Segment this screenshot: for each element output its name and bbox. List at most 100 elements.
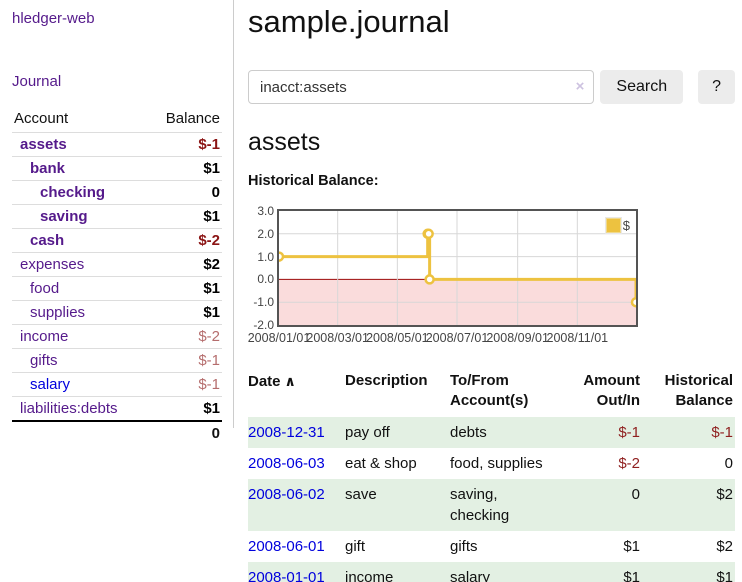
main-content: sample.journal × Search ? assets Histori… [233, 0, 742, 582]
sidebar-account-link-liabilities-debts[interactable]: liabilities:debts [20, 400, 118, 417]
transaction-accounts: salary [450, 562, 562, 582]
y-axis-tick-label: 2.0 [257, 226, 274, 241]
sort-ascending-icon: ∧ [284, 373, 296, 389]
account-row: supplies $1 [12, 300, 222, 325]
sidebar-account-link-expenses[interactable]: expenses [20, 256, 85, 273]
sidebar-account-link-cash[interactable]: cash [30, 232, 65, 249]
register-header-balance: Historical Balance [664, 372, 733, 409]
account-balance: $-1 [147, 132, 222, 157]
register-row: 2008-01-01 income salary $1 $1 [248, 562, 735, 582]
page-title: sample.journal [248, 4, 450, 39]
register-row: 2008-12-31 pay off debts $-1 $-1 [248, 417, 735, 448]
accounts-table-body: assets $-1 bank $1 checking 0 saving $1 cash $-2 e… [12, 132, 222, 422]
transaction-amount: 0 [562, 479, 642, 531]
chart-label: Historical Balance: [248, 173, 379, 189]
account-balance: $1 [147, 276, 222, 301]
x-axis-tick-label: 2008/01/01 [247, 331, 311, 345]
account-balance: $1 [147, 300, 222, 325]
register-header-description: Description [345, 372, 428, 389]
register-header-amount: Amount Out/In [583, 372, 640, 409]
account-balance: $1 [147, 156, 222, 181]
transaction-description: eat & shop [345, 455, 417, 472]
account-row: bank $1 [12, 156, 222, 181]
transaction-date-link[interactable]: 2008-06-03 [248, 455, 325, 472]
transaction-date-cell: 2008-06-01 [248, 531, 345, 562]
accounts-table: Account Balance assets $-1 bank $1 checking 0… [12, 107, 222, 445]
help-button[interactable]: ? [698, 70, 735, 104]
account-row: income $-2 [12, 324, 222, 349]
register-table-body: 2008-12-31 pay off debts $-1 $-1 2008-06-03 ea… [248, 417, 735, 582]
account-title: assets [248, 128, 321, 156]
x-axis-tick-label: 2008/05/01 [366, 331, 429, 345]
transaction-date-cell: 2008-06-03 [248, 448, 345, 479]
transaction-balance: $2 [716, 538, 733, 555]
transaction-date-link[interactable]: 2008-06-02 [248, 486, 325, 503]
account-balance: $-1 [147, 348, 222, 373]
y-axis-tick-label: 1.0 [257, 249, 274, 264]
transaction-date-cell: 2008-01-01 [248, 562, 345, 582]
transaction-balance: 0 [724, 455, 733, 472]
legend-label: $ [622, 218, 630, 233]
x-axis-tick-label: 2008/11/01 [546, 331, 609, 345]
accounts-header-balance: Balance [147, 107, 222, 133]
account-balance: $-1 [147, 372, 222, 397]
register-header-accounts: To/From Account(s) [450, 372, 529, 409]
account-balance: $-2 [147, 228, 222, 253]
chart-legend: $ [604, 217, 630, 234]
sidebar-account-link-saving[interactable]: saving [40, 208, 88, 225]
sidebar-item-journal[interactable]: Journal [12, 73, 62, 90]
register-row: 2008-06-02 save saving, checking 0 $2 [248, 479, 735, 531]
x-axis-tick-label: 2008/07/01 [425, 331, 489, 345]
account-row: saving $1 [12, 204, 222, 229]
sidebar-account-link-checking[interactable]: checking [40, 184, 106, 201]
y-axis-tick-label: 0.0 [257, 272, 274, 287]
sidebar-account-link-supplies[interactable]: supplies [30, 304, 86, 321]
account-row: checking 0 [12, 180, 222, 205]
sidebar-account-link-income[interactable]: income [20, 328, 69, 345]
historical-balance-chart: $ 3.0 2.0 1.0 0.0 -1.0 -2.0 2008/01/01 2008/03… [247, 204, 735, 351]
transaction-amount: $-2 [618, 455, 640, 472]
sidebar: hledger-web Journal Account Balance asse… [0, 0, 233, 445]
account-row: assets $-1 [12, 132, 222, 157]
register-header-row: Date ∧ Description To/From Account(s) Amou… [248, 367, 735, 417]
transaction-date-link[interactable]: 2008-01-01 [248, 569, 325, 582]
sidebar-account-link-salary[interactable]: salary [30, 376, 71, 393]
transaction-amount: $1 [562, 562, 642, 582]
transaction-description: pay off [345, 417, 450, 448]
transaction-date-link[interactable]: 2008-12-31 [248, 424, 325, 441]
transaction-date-link[interactable]: 2008-06-01 [248, 538, 325, 555]
sidebar-account-link-gifts[interactable]: gifts [30, 352, 58, 369]
transaction-date-cell: 2008-06-02 [248, 479, 345, 531]
register-table: Date ∧ Description To/From Account(s) Amou… [248, 367, 735, 582]
account-balance: 0 [147, 180, 222, 205]
search-input[interactable] [248, 70, 595, 104]
x-axis-tick-label: 2008/09/01 [486, 331, 549, 345]
search-button[interactable]: Search [600, 70, 684, 104]
brand-link[interactable]: hledger-web [12, 10, 95, 27]
account-balance: $-2 [147, 324, 222, 349]
sidebar-account-link-food[interactable]: food [30, 280, 60, 297]
register-header-date[interactable]: Date ∧ [248, 373, 296, 390]
sidebar-account-link-assets[interactable]: assets [20, 136, 67, 153]
sidebar-divider [233, 0, 234, 428]
search-form: × Search ? [248, 70, 735, 104]
transaction-balance: $-1 [642, 417, 735, 448]
accounts-total-value: 0 [147, 420, 222, 445]
y-axis-tick-label: -1.0 [253, 295, 274, 310]
y-axis-tick-label: -2.0 [253, 318, 274, 332]
account-row: expenses $2 [12, 252, 222, 277]
account-row: food $1 [12, 276, 222, 301]
transaction-accounts: debts [450, 417, 562, 448]
legend-swatch-icon [604, 217, 622, 234]
sidebar-account-link-bank[interactable]: bank [30, 160, 66, 177]
transaction-accounts: food, supplies [450, 455, 543, 472]
accounts-total-row: 0 [12, 420, 222, 445]
account-row: salary $-1 [12, 372, 222, 397]
clear-search-icon[interactable]: × [575, 78, 585, 95]
transaction-balance: $1 [642, 562, 735, 582]
account-balance: $2 [147, 252, 222, 277]
transaction-accounts: gifts [450, 538, 478, 555]
account-row: cash $-2 [12, 228, 222, 253]
y-axis-tick-label: 3.0 [257, 204, 274, 218]
